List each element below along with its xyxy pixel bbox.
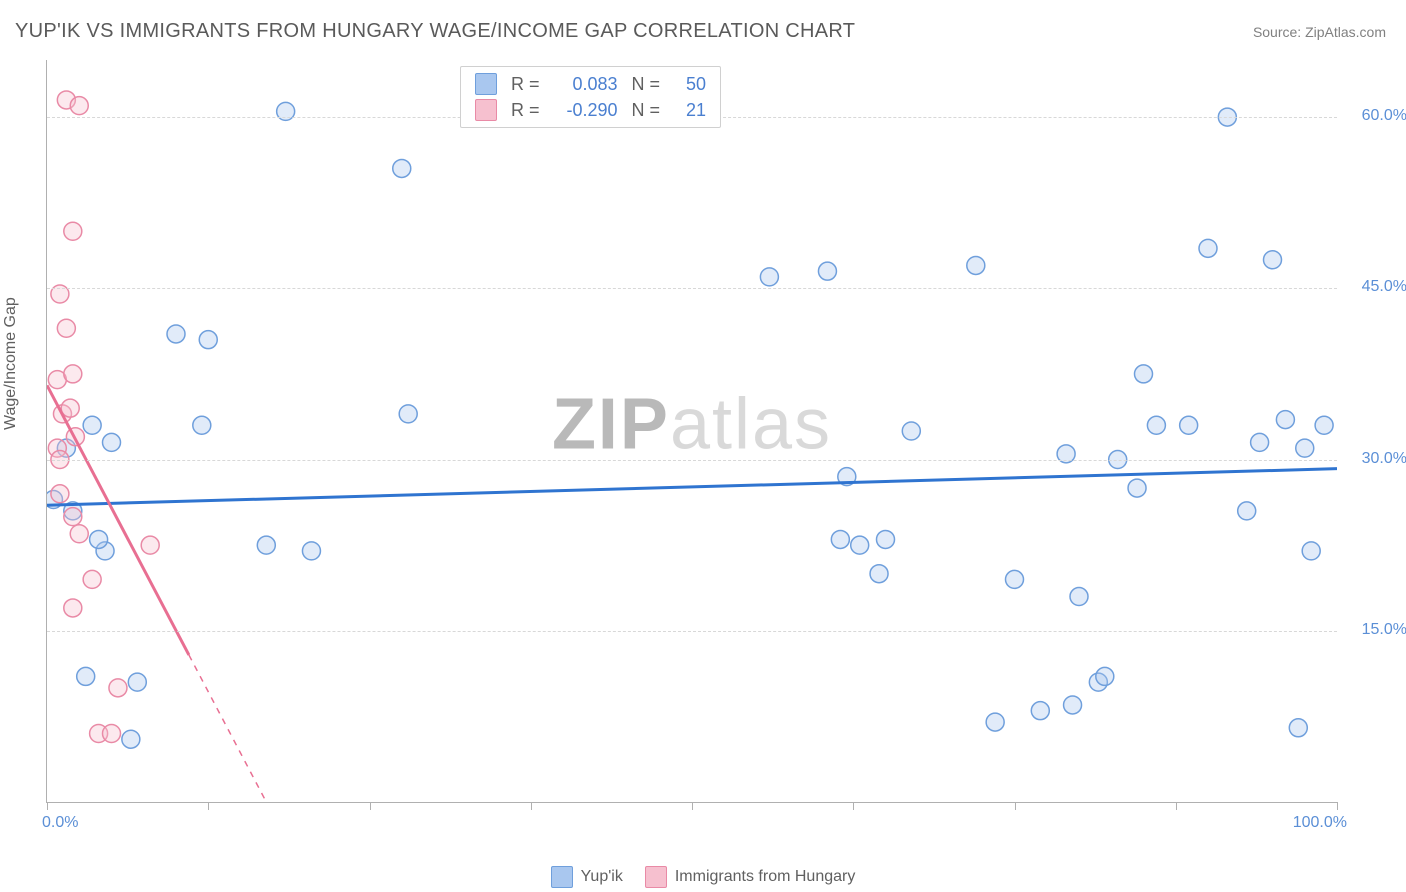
point-hungary (103, 725, 121, 743)
ytick-label: 60.0% (1347, 107, 1406, 125)
chart-title: YUP'IK VS IMMIGRANTS FROM HUNGARY WAGE/I… (15, 20, 855, 43)
point-yupik (1315, 416, 1333, 434)
legend-R-label: R = (511, 100, 540, 121)
legend-series-yupik: Yup'ik (551, 866, 623, 888)
ytick-label: 15.0% (1347, 621, 1406, 639)
xtick (1176, 802, 1177, 810)
gridline-h (47, 460, 1337, 461)
xtick (208, 802, 209, 810)
legend-series-hungary: Immigrants from Hungary (645, 866, 856, 888)
gridline-h (47, 631, 1337, 632)
xtick (1015, 802, 1016, 810)
xtick (1337, 802, 1338, 810)
point-yupik (1096, 667, 1114, 685)
point-yupik (1289, 719, 1307, 737)
legend-N-label: N = (632, 74, 661, 95)
point-yupik (1238, 502, 1256, 520)
legend-swatch (551, 866, 573, 888)
point-yupik (1135, 365, 1153, 383)
point-yupik (302, 542, 320, 560)
trend-hungary-dash (189, 655, 266, 802)
point-yupik (760, 268, 778, 286)
point-yupik (902, 422, 920, 440)
scatter-svg (47, 60, 1337, 802)
point-hungary (64, 599, 82, 617)
plot-area: ZIPatlas 15.0%30.0%45.0%60.0%0.0%100.0% (46, 60, 1337, 803)
y-axis-label: Wage/Income Gap (2, 297, 20, 430)
point-yupik (257, 536, 275, 554)
point-hungary (64, 365, 82, 383)
point-yupik (1147, 416, 1165, 434)
point-hungary (64, 508, 82, 526)
point-hungary (70, 525, 88, 543)
point-hungary (70, 97, 88, 115)
point-yupik (851, 536, 869, 554)
point-yupik (1064, 696, 1082, 714)
legend-corr-row-hungary: R = -0.290 N = 21 (475, 97, 706, 123)
ytick-label: 30.0% (1347, 450, 1406, 468)
point-hungary (83, 570, 101, 588)
legend-N-value: 21 (674, 100, 706, 121)
point-yupik (393, 159, 411, 177)
point-yupik (199, 331, 217, 349)
xtick-label-max: 100.0% (1293, 814, 1347, 832)
point-yupik (831, 530, 849, 548)
legend-correlation: R = 0.083 N = 50 R = -0.290 N = 21 (460, 66, 721, 128)
point-yupik (167, 325, 185, 343)
legend-R-label: R = (511, 74, 540, 95)
point-hungary (64, 222, 82, 240)
legend-N-label: N = (632, 100, 661, 121)
point-yupik (1070, 588, 1088, 606)
legend-corr-row-yupik: R = 0.083 N = 50 (475, 71, 706, 97)
point-hungary (51, 485, 69, 503)
legend-series-label: Yup'ik (581, 868, 623, 886)
xtick (853, 802, 854, 810)
point-yupik (1251, 433, 1269, 451)
point-yupik (1302, 542, 1320, 560)
point-yupik (90, 530, 108, 548)
legend-swatch (475, 73, 497, 95)
point-yupik (1128, 479, 1146, 497)
point-yupik (83, 416, 101, 434)
gridline-h (47, 288, 1337, 289)
point-yupik (1006, 570, 1024, 588)
xtick (370, 802, 371, 810)
point-yupik (870, 565, 888, 583)
point-yupik (103, 433, 121, 451)
legend-R-value: -0.290 (554, 100, 618, 121)
point-hungary (109, 679, 127, 697)
legend-N-value: 50 (674, 74, 706, 95)
legend-swatch (645, 866, 667, 888)
point-hungary (141, 536, 159, 554)
point-yupik (818, 262, 836, 280)
point-yupik (967, 256, 985, 274)
point-yupik (193, 416, 211, 434)
point-yupik (1031, 702, 1049, 720)
point-yupik (1264, 251, 1282, 269)
legend-R-value: 0.083 (554, 74, 618, 95)
point-yupik (877, 530, 895, 548)
point-yupik (1199, 239, 1217, 257)
point-yupik (986, 713, 1004, 731)
xtick (47, 802, 48, 810)
point-yupik (1296, 439, 1314, 457)
point-yupik (77, 667, 95, 685)
legend-series: Yup'ik Immigrants from Hungary (0, 866, 1406, 888)
xtick-label-min: 0.0% (42, 814, 78, 832)
point-yupik (1276, 411, 1294, 429)
legend-swatch (475, 99, 497, 121)
xtick (692, 802, 693, 810)
point-yupik (1180, 416, 1198, 434)
ytick-label: 45.0% (1347, 278, 1406, 296)
point-yupik (122, 730, 140, 748)
point-yupik (128, 673, 146, 691)
point-yupik (399, 405, 417, 423)
source-label: Source: ZipAtlas.com (1253, 24, 1386, 40)
legend-series-label: Immigrants from Hungary (675, 868, 856, 886)
point-hungary (57, 319, 75, 337)
xtick (531, 802, 532, 810)
